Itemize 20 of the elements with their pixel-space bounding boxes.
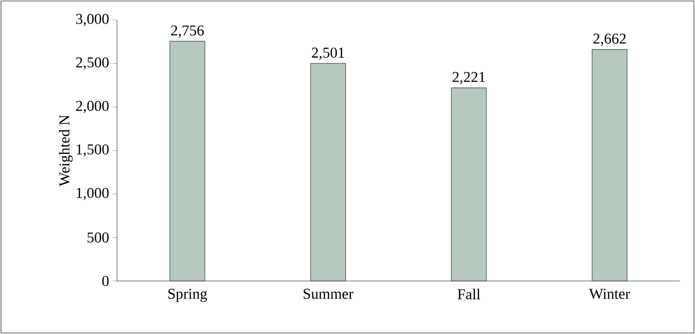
y-tick-label: 500 [88,232,109,243]
y-tick-label: 3,000 [76,14,109,26]
x-tick-label: Winter [589,288,630,299]
data-label: 2,662 [593,34,626,46]
y-tick-label: 1,500 [76,144,109,157]
y-tick-label: 1,000 [76,188,109,200]
y-tick-label: 0 [102,276,109,286]
x-tick-label: Spring [168,288,208,302]
bar [170,40,206,282]
data-label: 2,221 [452,72,485,84]
bar [310,63,346,282]
y-tick-label: 2,000 [76,100,109,114]
y-axis-title: Weighted N [58,115,73,186]
x-tick-label: Fall [458,288,480,300]
bar [592,49,628,282]
data-label: 2,756 [171,25,204,38]
y-tick-label: 2,500 [76,57,109,70]
data-label: 2,501 [312,48,344,60]
x-tick-label: Summer [304,288,354,299]
bar [451,87,487,282]
